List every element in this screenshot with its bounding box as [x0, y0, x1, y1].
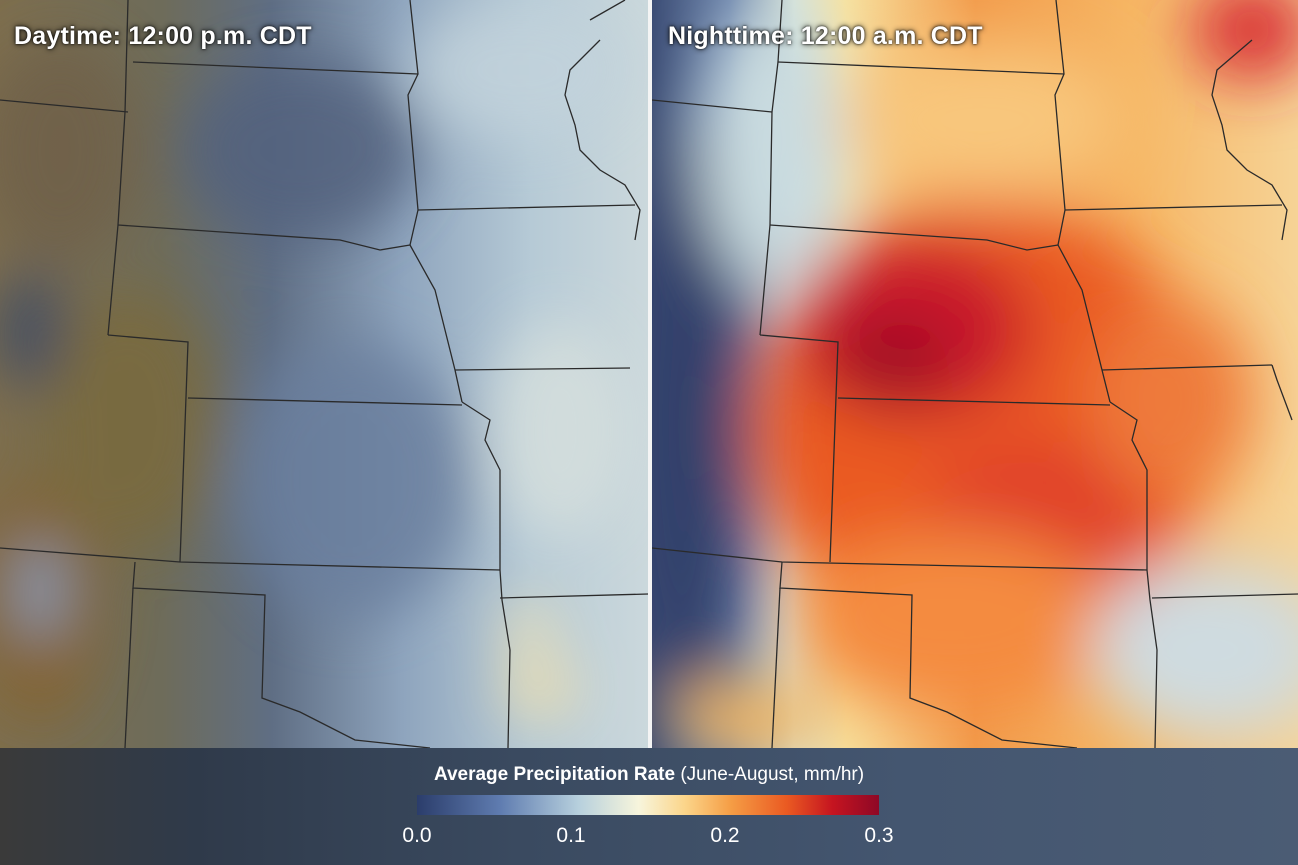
legend-colorbar	[417, 795, 879, 815]
legend-title-units: (June-August, mm/hr)	[675, 764, 865, 785]
nighttime-map-panel: Nighttime: 12:00 a.m. CDT	[652, 0, 1298, 748]
nighttime-precipitation-map	[652, 0, 1298, 748]
daytime-label: Daytime: 12:00 p.m. CDT	[14, 22, 312, 50]
legend-title-strong: Average Precipitation Rate	[433, 764, 676, 785]
state-borders	[652, 0, 1298, 748]
daytime-map-panel: Daytime: 12:00 p.m. CDT	[0, 0, 648, 748]
legend-tick: 0.1	[556, 824, 586, 847]
panel-divider	[648, 0, 652, 748]
daytime-precipitation-map	[0, 0, 648, 748]
legend-title: Average Precipitation Rate (June-August,…	[0, 764, 1298, 786]
nighttime-label: Nighttime: 12:00 a.m. CDT	[668, 22, 983, 50]
state-borders	[0, 0, 648, 748]
legend-tick: 0.0	[402, 824, 432, 847]
legend-tick: 0.3	[864, 824, 894, 847]
legend-tick: 0.2	[710, 824, 740, 847]
